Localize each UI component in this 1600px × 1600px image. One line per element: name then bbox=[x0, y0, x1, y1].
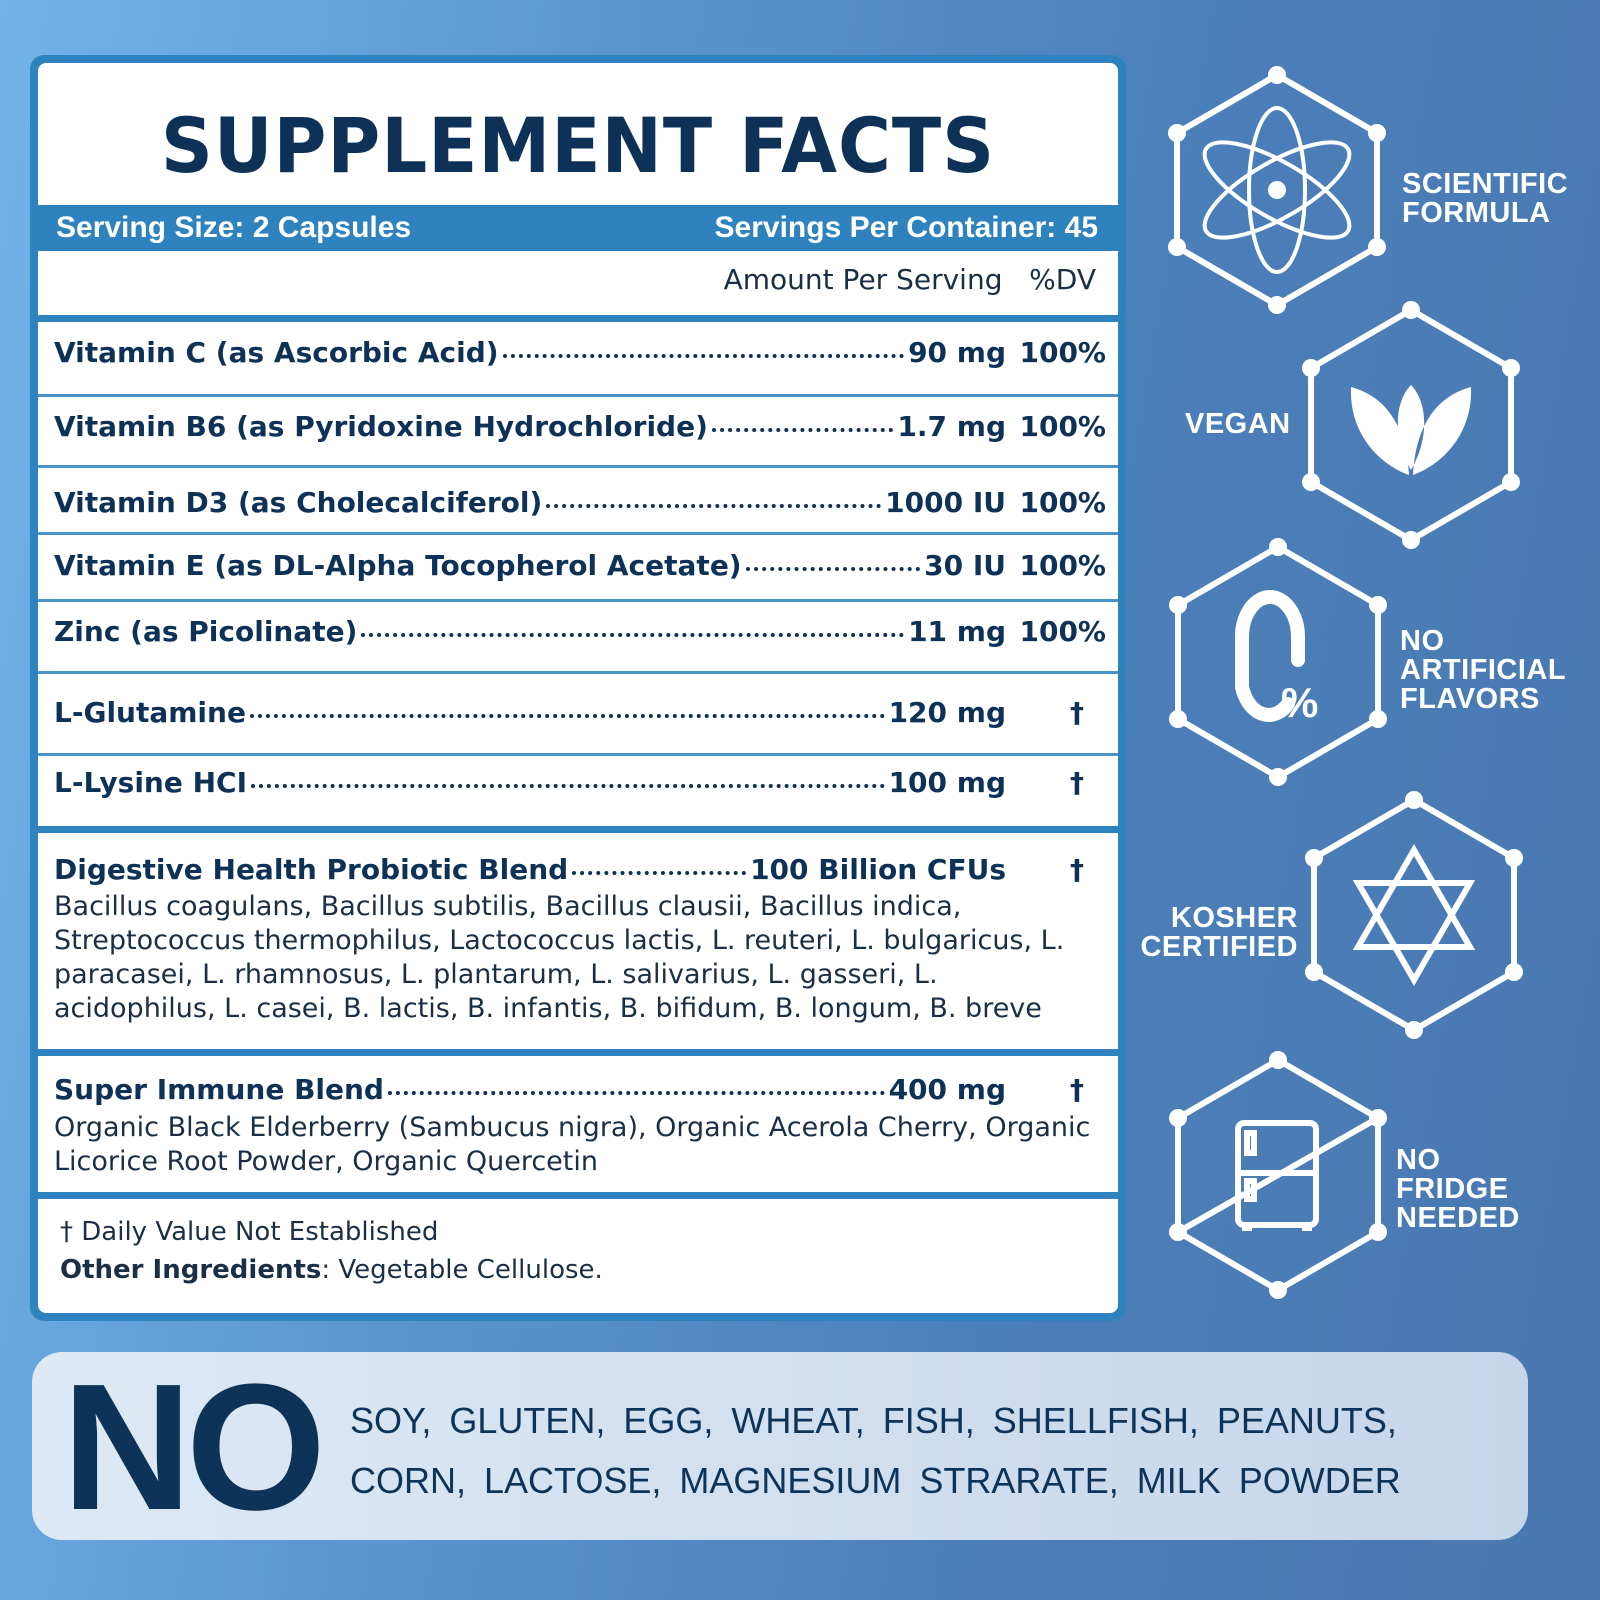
immune-blend-ingredients: Organic Black Elderberry (Sambucus nigra… bbox=[54, 1112, 1091, 1177]
table-row: Super Immune Blend 400 mg † bbox=[54, 1073, 1106, 1106]
amount: 120 mg bbox=[888, 696, 1006, 729]
amount: 1.7 mg bbox=[897, 410, 1006, 443]
amount-header: Amount Per Serving bbox=[723, 263, 1003, 296]
divider bbox=[38, 1049, 1118, 1056]
footnote: † Daily Value Not Established bbox=[60, 1217, 439, 1247]
atom-icon bbox=[1168, 66, 1386, 314]
nutrient-name: Vitamin D3 (as Cholecalciferol) bbox=[54, 486, 543, 519]
table-row: Zinc (as Picolinate) 11 mg 100% bbox=[54, 615, 1106, 648]
nutrient-name: L-Lysine HCI bbox=[54, 766, 247, 799]
nutrient-name: Super Immune Blend bbox=[54, 1073, 384, 1106]
badge-label-scientific-formula: SCIENTIFIC FORMULA bbox=[1402, 168, 1569, 229]
daily-value: 100% bbox=[1019, 486, 1106, 519]
daily-value: † bbox=[1070, 766, 1084, 799]
allergen-free-panel: NO SOY, GLUTEN, EGG, WHEAT, FISH, SHELLF… bbox=[32, 1347, 1528, 1548]
allergen-list-line-2: CORN, LACTOSE, MAGNESIUM STRARATE, MILK … bbox=[350, 1460, 1401, 1501]
allergen-list-line-1: SOY, GLUTEN, EGG, WHEAT, FISH, SHELLFISH… bbox=[350, 1400, 1397, 1441]
leaf-icon bbox=[1302, 301, 1520, 549]
table-row: Vitamin C (as Ascorbic Acid) 90 mg 100% bbox=[54, 336, 1106, 369]
divider bbox=[38, 465, 1118, 468]
daily-value: 100% bbox=[1019, 336, 1106, 369]
badge-label-vegan: VEGAN bbox=[1185, 408, 1291, 440]
daily-value: † bbox=[1070, 1073, 1084, 1106]
dv-header: %DV bbox=[1029, 263, 1096, 296]
daily-value: 100% bbox=[1019, 549, 1106, 582]
badge-icons: % bbox=[0, 0, 1600, 1340]
divider bbox=[38, 671, 1118, 674]
amount: 1000 IU bbox=[885, 486, 1006, 519]
nutrient-name: Zinc (as Picolinate) bbox=[54, 615, 358, 648]
divider bbox=[38, 753, 1118, 756]
star-of-david-icon bbox=[1305, 791, 1523, 1039]
badge-label-no-fridge-needed: NO FRIDGE NEEDED bbox=[1396, 1144, 1520, 1234]
nutrient-name: Vitamin C (as Ascorbic Acid) bbox=[54, 336, 499, 369]
amount: 11 mg bbox=[908, 615, 1006, 648]
badge-label-no-artificial-flavors: NO ARTIFICIAL FLAVORS bbox=[1400, 625, 1567, 715]
probiotic-strains: Bacillus coagulans, Bacillus subtilis, B… bbox=[54, 891, 1065, 1024]
table-row: Vitamin D3 (as Cholecalciferol) 1000 IU 10… bbox=[54, 486, 1106, 519]
table-row: L-Lysine HCI 100 mg † bbox=[54, 766, 1106, 799]
other-ingredients-label: Other Ingredients bbox=[60, 1255, 322, 1285]
nutrient-name: Vitamin B6 (as Pyridoxine Hydrochloride) bbox=[54, 410, 708, 443]
other-ingredients-value: : Vegetable Cellulose. bbox=[321, 1255, 603, 1285]
daily-value: † bbox=[1070, 853, 1084, 886]
daily-value: 100% bbox=[1019, 615, 1106, 648]
divider bbox=[38, 532, 1118, 535]
amount: 30 IU bbox=[924, 549, 1006, 582]
zero-percent-icon: % bbox=[1169, 538, 1387, 786]
svg-text:%: % bbox=[1281, 679, 1318, 726]
table-row: Vitamin E (as DL-Alpha Tocopherol Acetat… bbox=[54, 549, 1106, 582]
amount: 90 mg bbox=[908, 336, 1006, 369]
supplement-facts-panel: SUPPLEMENT FACTS Serving Size: 2 Capsule… bbox=[30, 55, 1126, 1321]
nutrient-name: Vitamin E (as DL-Alpha Tocopherol Acetat… bbox=[54, 549, 742, 582]
divider bbox=[38, 826, 1118, 833]
divider bbox=[38, 599, 1118, 602]
serving-bar: Serving Size: 2 Capsules Servings Per Co… bbox=[38, 205, 1118, 251]
daily-value: 100% bbox=[1019, 410, 1106, 443]
divider bbox=[38, 1192, 1118, 1199]
column-headers: Amount Per Serving %DV bbox=[724, 263, 1096, 296]
amount: 100 mg bbox=[888, 766, 1006, 799]
nutrient-name: L-Glutamine bbox=[54, 696, 246, 729]
no-fridge-icon bbox=[1169, 1051, 1387, 1299]
servings-per-container: Servings Per Container: 45 bbox=[714, 211, 1098, 244]
amount: 100 Billion CFUs bbox=[750, 853, 1006, 886]
no-heading: NO bbox=[62, 1347, 326, 1548]
divider bbox=[38, 394, 1118, 397]
table-row: Digestive Health Probiotic Blend 100 Bill… bbox=[54, 853, 1106, 886]
daily-value: † bbox=[1070, 696, 1084, 729]
table-row: Vitamin B6 (as Pyridoxine Hydrochloride)… bbox=[54, 410, 1106, 443]
other-ingredients: Other Ingredients: Vegetable Cellulose. bbox=[60, 1255, 603, 1285]
badge-label-kosher-certified: KOSHER CERTIFIED bbox=[1140, 902, 1298, 963]
table-row: L-Glutamine 120 mg † bbox=[54, 696, 1106, 729]
serving-size: Serving Size: 2 Capsules bbox=[56, 211, 412, 244]
divider bbox=[38, 315, 1118, 322]
amount: 400 mg bbox=[888, 1073, 1006, 1106]
nutrient-name: Digestive Health Probiotic Blend bbox=[54, 853, 569, 886]
page-title: SUPPLEMENT FACTS bbox=[160, 101, 996, 190]
